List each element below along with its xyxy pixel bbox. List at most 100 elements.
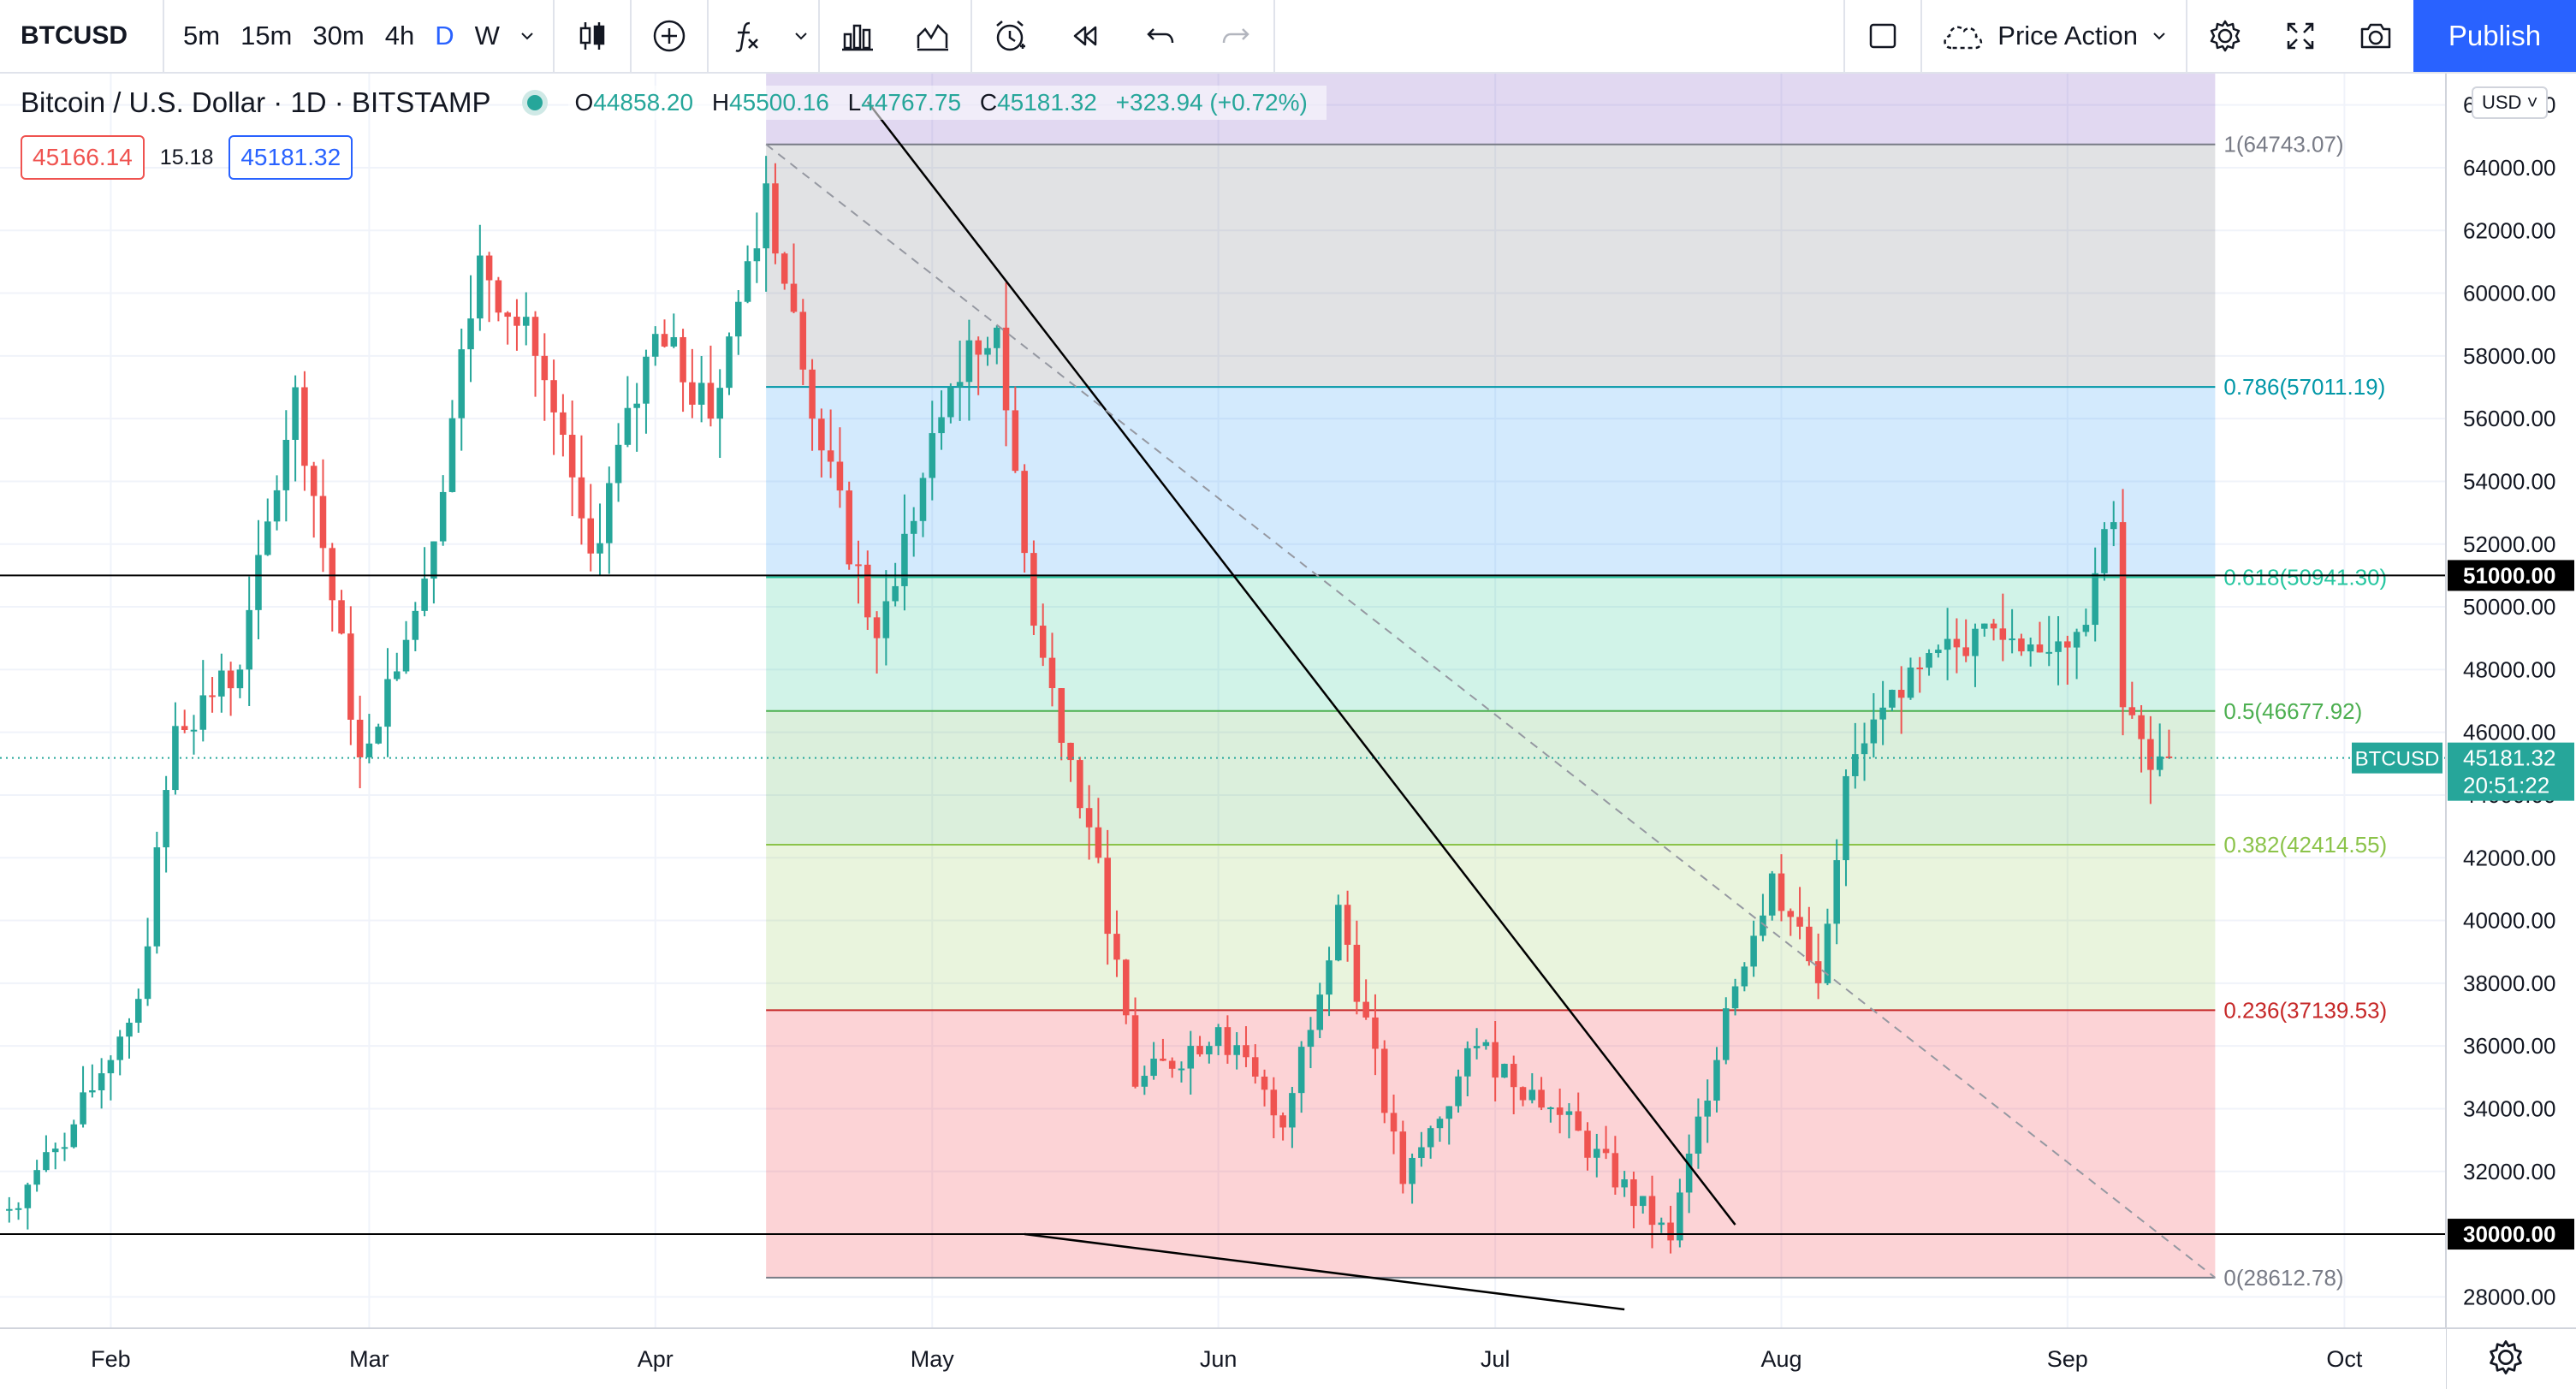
trendline[interactable] (1024, 1232, 1625, 1311)
candle (116, 1030, 123, 1076)
low-value: 44767.75 (861, 89, 962, 116)
candle-body (550, 380, 557, 413)
candle-body (984, 347, 991, 355)
sell-price-button[interactable]: 45166.14 (21, 135, 145, 180)
undo-icon[interactable] (1123, 0, 1198, 72)
price-tick-label: 56000.00 (2463, 406, 2555, 431)
candle (716, 369, 723, 459)
symbol-search[interactable]: BTCUSD (21, 21, 128, 50)
trendline[interactable] (765, 143, 2216, 1279)
trade-price-boxes: 45166.14 15.18 45181.32 (21, 135, 353, 180)
candle (1482, 1039, 1490, 1050)
candle (190, 715, 198, 755)
candle-body (661, 334, 668, 347)
candle (1639, 1196, 1647, 1214)
fib-zone (766, 387, 2216, 578)
fib-level-label: 0.786(57011.19) (2223, 374, 2385, 400)
publish-button[interactable]: Publish (2413, 0, 2576, 72)
candle-body (975, 340, 982, 355)
candle (495, 276, 502, 322)
candle-body (993, 327, 1000, 348)
chart-settings-gear-icon[interactable] (2485, 1337, 2526, 1378)
candle (126, 1018, 133, 1059)
candle-body (70, 1124, 78, 1148)
candle (1990, 619, 1997, 641)
trendlines[interactable] (765, 101, 2216, 1311)
candle (412, 602, 419, 651)
redo-icon[interactable] (1198, 0, 1273, 72)
candle (1870, 693, 1878, 758)
fx-indicators-icon[interactable] (709, 0, 784, 72)
candle-body (1851, 754, 1859, 776)
candle (282, 410, 290, 522)
candle (1048, 632, 1056, 707)
candle-body (1778, 873, 1785, 911)
candle (818, 408, 825, 478)
candle-body (1390, 1113, 1398, 1132)
candle-body (1723, 1008, 1730, 1060)
cloud-layout-icon (1944, 26, 1983, 50)
buy-price-button[interactable]: 45181.32 (229, 135, 353, 180)
candle (1667, 1205, 1674, 1254)
templates-icon[interactable] (895, 0, 970, 72)
fullscreen-icon[interactable] (2263, 0, 2338, 72)
alert-icon[interactable] (972, 0, 1048, 72)
candle-body (1677, 1192, 1683, 1241)
camera-icon[interactable] (2338, 0, 2413, 72)
candle (1768, 870, 1776, 921)
candle-body (1492, 1042, 1499, 1078)
candles-icon[interactable] (555, 0, 630, 72)
interval-5m[interactable]: 5m (183, 21, 221, 50)
candle (264, 498, 271, 556)
bar-style-icon[interactable] (820, 0, 895, 72)
candle-body (2036, 644, 2044, 653)
candle (651, 326, 659, 366)
candle-body (2027, 644, 2034, 652)
interval-1d[interactable]: D (435, 21, 454, 50)
interval-15m[interactable]: 15m (240, 21, 293, 50)
candle-body (209, 695, 216, 697)
candle (384, 648, 391, 757)
low-label: L (847, 89, 862, 116)
candle-body (1150, 1058, 1157, 1077)
candle (1953, 618, 1961, 674)
chevron-down-icon[interactable] (784, 0, 818, 72)
candle-body (2064, 641, 2071, 648)
trendline[interactable] (866, 101, 1736, 1226)
current-price-tag-bg (2448, 742, 2574, 801)
candle (1187, 1030, 1195, 1095)
horizontal-lines[interactable] (0, 574, 2446, 1236)
candle-body (818, 418, 825, 451)
candle-body (329, 548, 336, 601)
interval-chevron-down-icon[interactable] (510, 0, 544, 72)
candle (541, 333, 549, 421)
interval-30m[interactable]: 30m (312, 21, 365, 50)
candle (855, 540, 862, 604)
candle-body (1261, 1077, 1268, 1090)
gear-icon[interactable] (2187, 0, 2263, 72)
interval-4h[interactable]: 4h (384, 21, 415, 50)
candle-body (1750, 935, 1757, 967)
candle-body (809, 369, 816, 419)
replay-icon[interactable] (1048, 0, 1123, 72)
candle (1289, 1087, 1296, 1149)
square-icon[interactable] (1845, 0, 1920, 72)
candle-body (1575, 1111, 1582, 1131)
candle (338, 590, 345, 635)
candle-body (1824, 923, 1831, 983)
toolbar-divider (2186, 0, 2187, 72)
fibonacci-retracement[interactable]: 1(64743.07) 0.786(57011.19) 0.618(50941.30… (766, 74, 2387, 1291)
candle (1214, 1024, 1222, 1055)
candle (1999, 593, 2007, 662)
candle-body (1131, 1015, 1139, 1087)
currency-selector[interactable]: USD ˅ (2472, 86, 2549, 119)
add-indicator-icon[interactable] (632, 0, 707, 72)
candle (1851, 722, 1859, 789)
candle (1243, 1026, 1249, 1067)
layout-selector[interactable]: Price Action (1922, 19, 2186, 53)
candle (1510, 1055, 1517, 1114)
price-chart[interactable]: 1(64743.07) 0.786(57011.19) 0.618(50941.30… (0, 74, 2576, 1389)
candle (218, 653, 225, 713)
candle-body (282, 439, 290, 490)
interval-1w[interactable]: W (474, 21, 500, 50)
